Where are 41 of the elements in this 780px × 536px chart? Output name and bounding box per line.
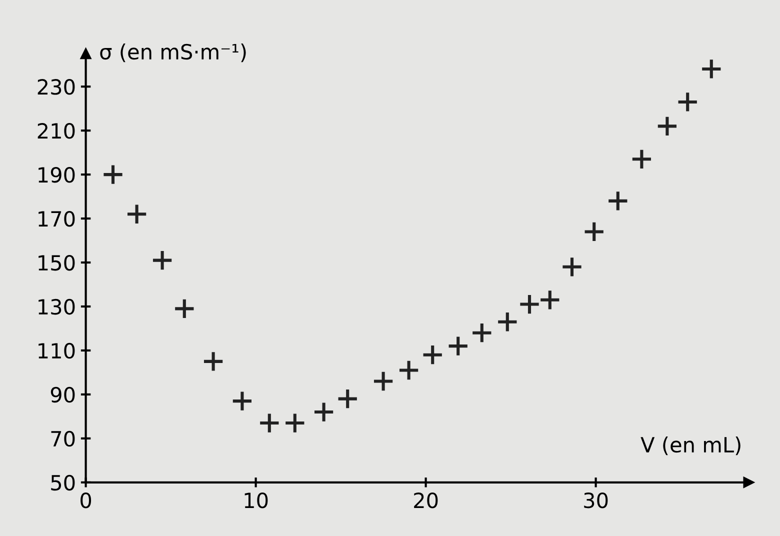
point: [471, 322, 493, 344]
point: [372, 370, 394, 392]
point: [174, 298, 196, 320]
point: [447, 335, 469, 357]
y-tick-label: 90: [50, 386, 75, 403]
point: [284, 412, 306, 434]
point: [676, 91, 698, 113]
y-tick-label: 170: [38, 210, 75, 227]
y-axis-title: σ (en mS·m⁻¹): [100, 44, 246, 62]
point: [518, 293, 540, 316]
x-axis-title: V (en mL): [640, 436, 740, 456]
point: [630, 148, 653, 170]
y-tick-label: 210: [38, 123, 75, 139]
y-tick-label: 230: [38, 79, 75, 95]
point: [312, 401, 335, 423]
point: [583, 220, 605, 243]
point: [202, 350, 224, 372]
x-tick-label: 20: [414, 492, 438, 508]
y-tick-label: 110: [38, 342, 75, 359]
x-tick-label: 10: [244, 492, 268, 508]
y-tick-label: 70: [51, 430, 75, 447]
x-tick-label: 30: [584, 492, 608, 508]
point: [496, 311, 518, 333]
point: [102, 164, 124, 186]
x-tick-label: 0: [80, 492, 92, 508]
y-tick-label: 150: [38, 254, 75, 271]
point: [607, 190, 629, 212]
y-tick-label: 190: [38, 166, 75, 183]
point: [398, 359, 420, 382]
point: [231, 390, 254, 412]
point: [656, 115, 678, 138]
point: [151, 249, 174, 272]
point: [561, 256, 583, 278]
point: [700, 58, 722, 80]
point: [336, 388, 358, 410]
point: [539, 289, 561, 311]
point: [422, 344, 444, 366]
y-tick-label: 130: [38, 298, 75, 315]
point: [126, 203, 148, 225]
y-tick-label: 50: [51, 474, 75, 491]
point: [258, 412, 280, 434]
